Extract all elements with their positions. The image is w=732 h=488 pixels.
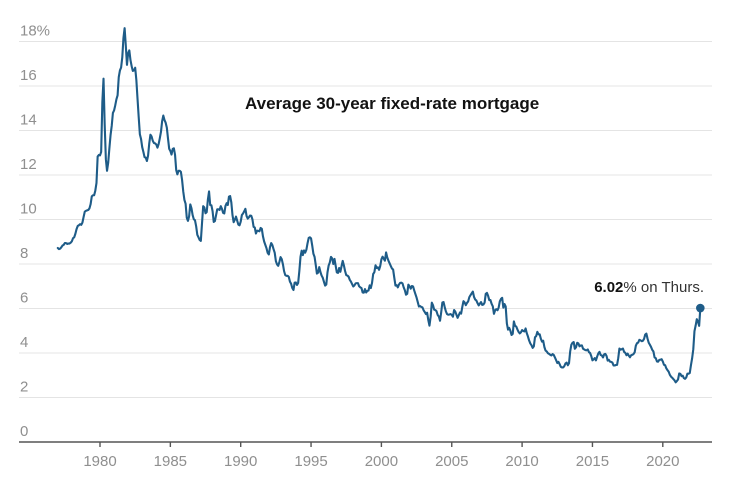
y-tick-label-18: 18% — [20, 23, 50, 40]
y-axis-labels: 0 2 4 6 8 10 12 14 16 18% — [20, 23, 50, 441]
x-axis — [19, 441, 712, 447]
y-tick-label-4: 4 — [20, 334, 28, 351]
x-tick-label-2000: 2000 — [365, 453, 398, 470]
latest-point-dot — [696, 303, 705, 313]
x-tick-label-1995: 1995 — [294, 453, 327, 470]
y-tick-label-2: 2 — [20, 379, 28, 396]
annotation-suffix: % on Thurs. — [623, 279, 704, 296]
x-tick-label-2010: 2010 — [505, 453, 538, 470]
y-tick-label-14: 14 — [20, 112, 37, 129]
y-tick-label-6: 6 — [20, 290, 28, 307]
x-tick-label-2015: 2015 — [576, 453, 609, 470]
x-tick-label-2020: 2020 — [646, 453, 679, 470]
chart-title: Average 30-year fixed-rate mortgage — [245, 94, 540, 113]
y-tick-label-0: 0 — [20, 423, 28, 440]
x-tick-label-1980: 1980 — [83, 453, 116, 470]
x-axis-labels: 1980 1985 1990 1995 2000 2005 2010 2015 2020 — [83, 453, 679, 470]
y-tick-label-16: 16 — [20, 67, 37, 84]
x-tick-label-1990: 1990 — [224, 453, 257, 470]
latest-value-annotation: 6.02% on Thurs. — [594, 279, 704, 296]
x-tick-label-2005: 2005 — [435, 453, 468, 470]
annotation-value: 6.02 — [594, 279, 624, 296]
x-tick-label-1985: 1985 — [154, 453, 187, 470]
y-tick-label-12: 12 — [20, 156, 37, 173]
gridlines — [19, 41, 712, 398]
y-tick-label-10: 10 — [20, 201, 37, 218]
rate-line — [56, 27, 702, 384]
y-tick-label-8: 8 — [20, 245, 28, 262]
